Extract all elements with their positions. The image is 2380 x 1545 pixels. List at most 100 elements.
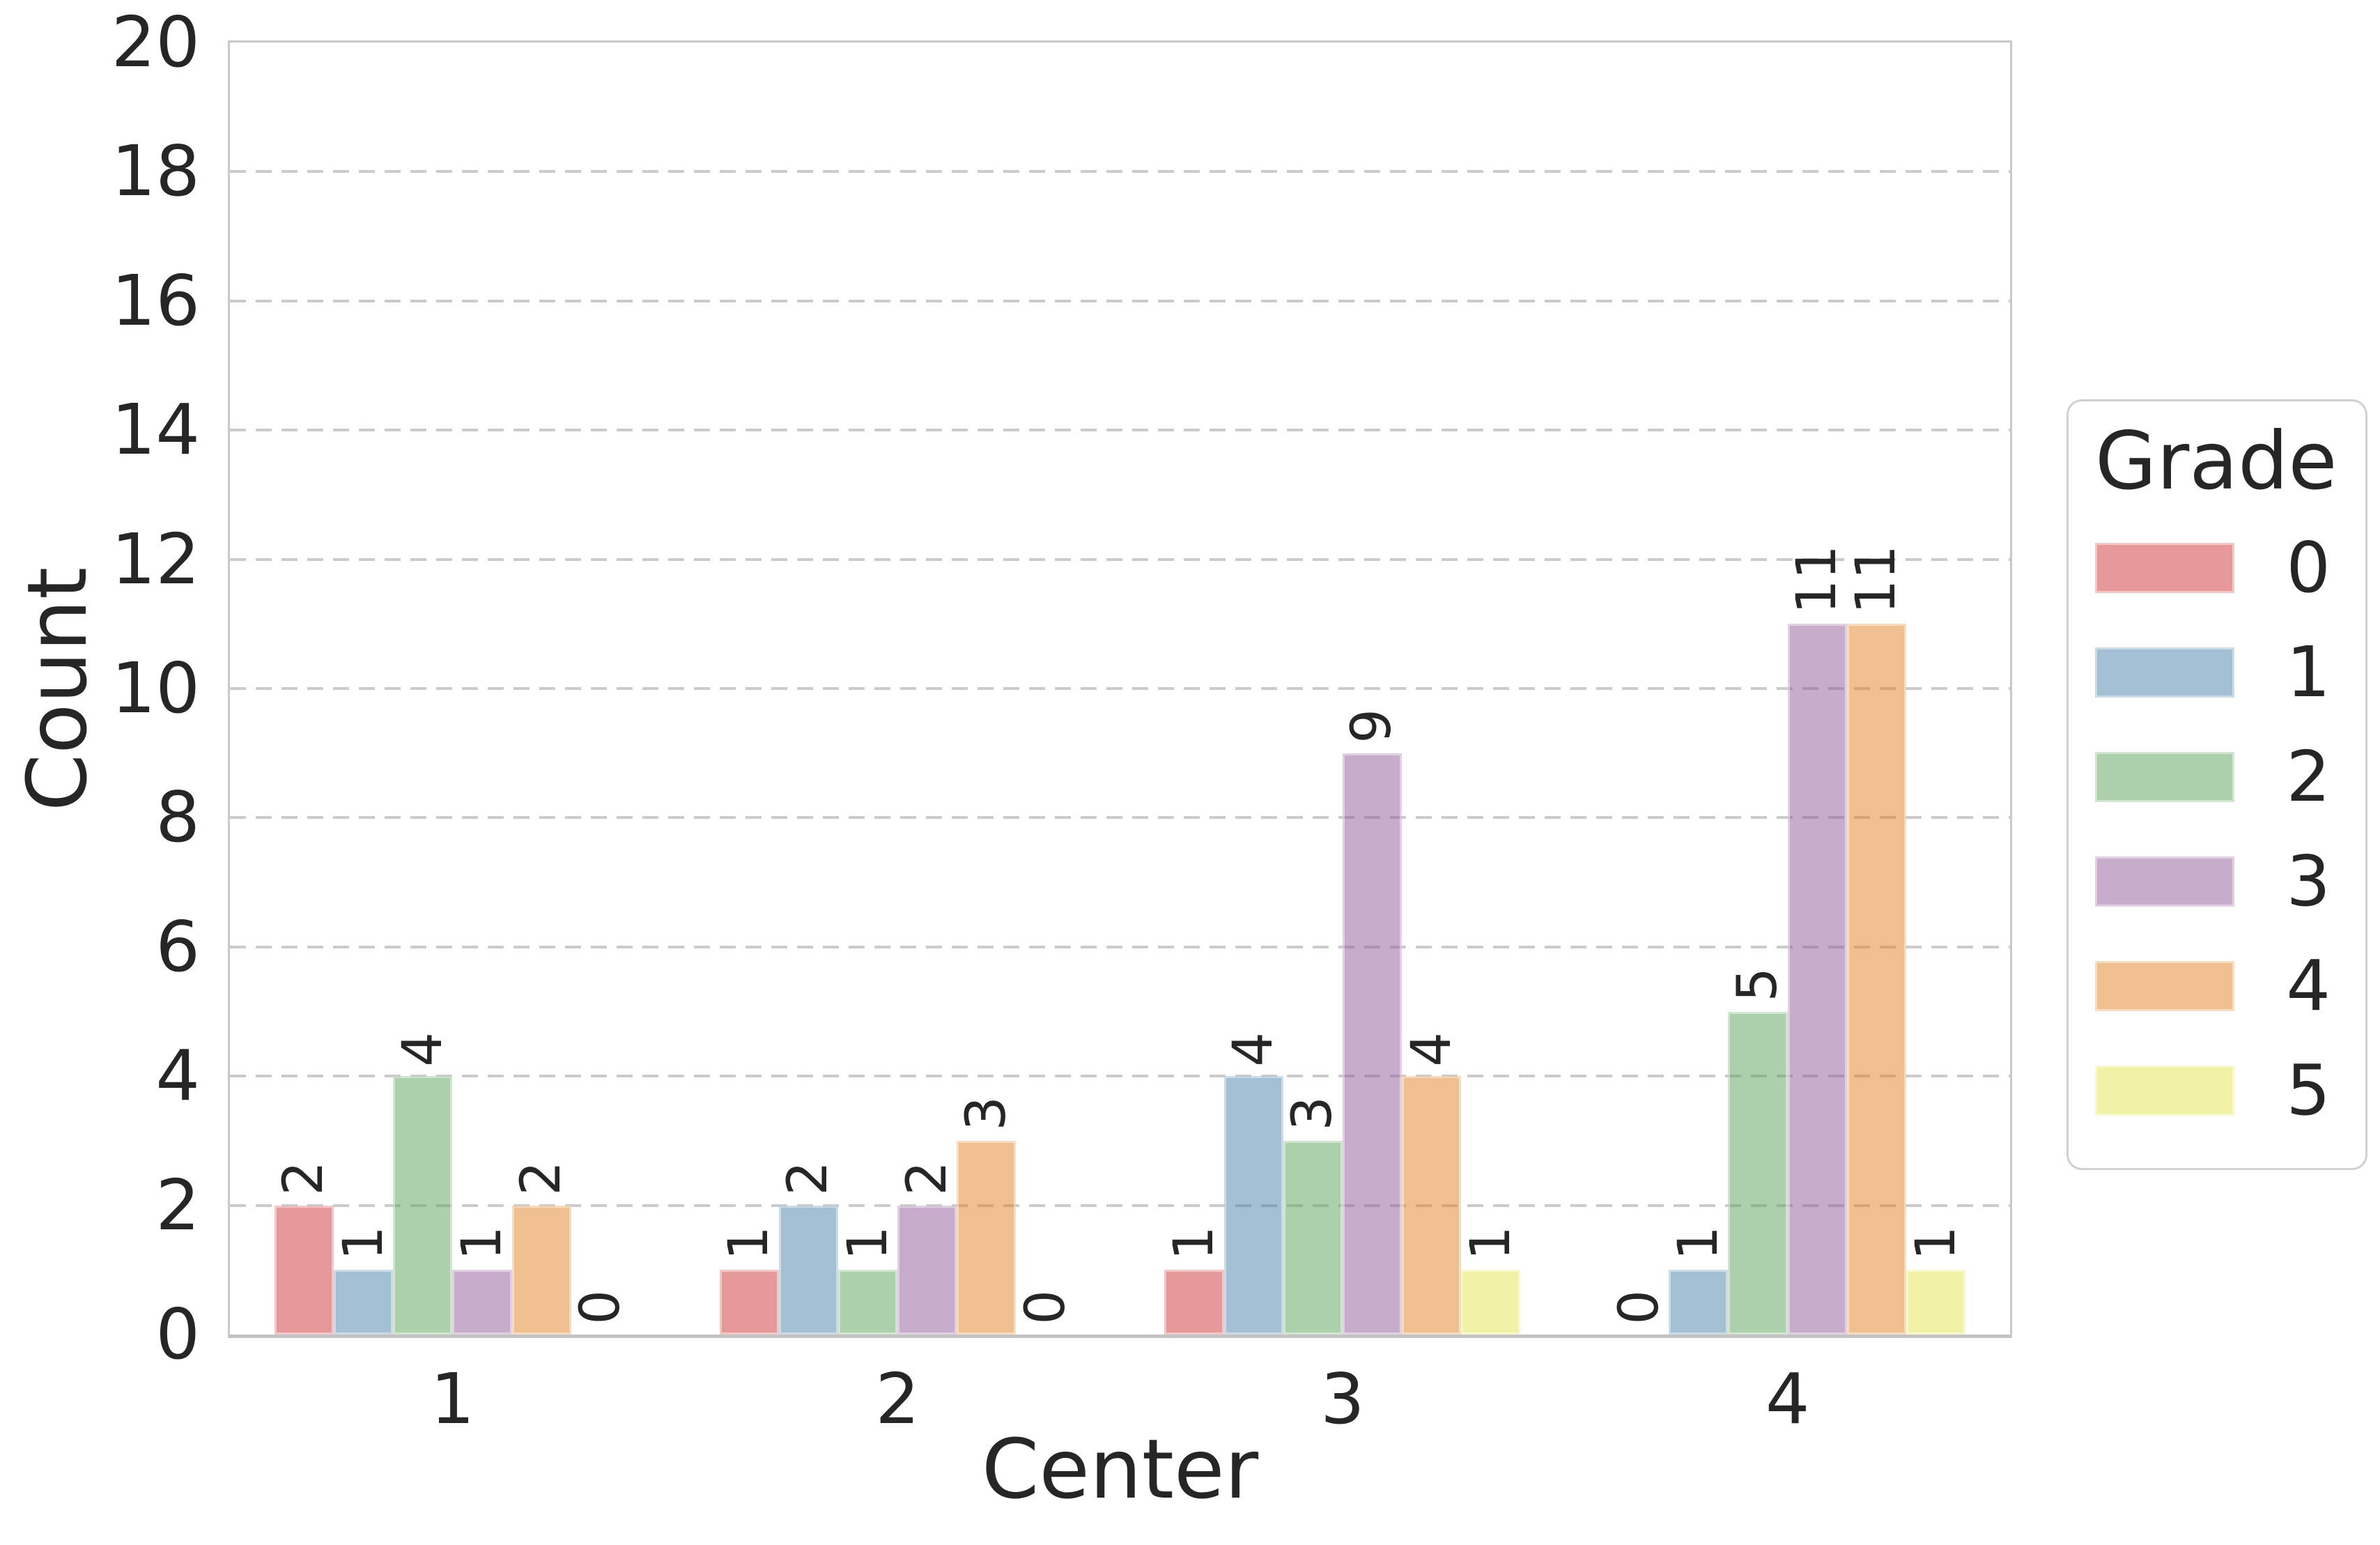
gridline-y-4 bbox=[230, 1075, 2010, 1078]
bar-value-label-center3-grade1: 4 bbox=[1222, 1031, 1285, 1067]
bar-value-label-center2-grade5: 0 bbox=[1014, 1290, 1078, 1325]
bar-center3-grade4 bbox=[1402, 1076, 1462, 1335]
bar-value-label-center4-grade2: 5 bbox=[1726, 967, 1790, 1002]
bar-value-label-center4-grade5: 1 bbox=[1904, 1225, 1968, 1261]
legend-swatch-grade-5 bbox=[2095, 1066, 2234, 1116]
x-tick-label-3: 3 bbox=[1320, 1358, 1365, 1440]
bar-value-label-center2-grade3: 2 bbox=[896, 1161, 959, 1196]
bar-center1-grade1 bbox=[334, 1270, 394, 1335]
bar-value-text: 1 bbox=[1459, 1225, 1522, 1261]
gridline-y-2 bbox=[230, 1204, 2010, 1207]
y-tick-label-14: 14 bbox=[111, 389, 200, 471]
bar-value-text: 9 bbox=[1340, 709, 1404, 744]
y-tick-label-18: 18 bbox=[111, 130, 200, 213]
bar-value-text: 4 bbox=[1222, 1031, 1285, 1067]
bar-center2-grade3 bbox=[897, 1205, 957, 1335]
bar-value-text: 1 bbox=[332, 1225, 395, 1261]
bar-value-text: 11 bbox=[1845, 545, 1908, 615]
bar-value-text: 4 bbox=[391, 1031, 454, 1067]
bar-value-label-center3-grade4: 4 bbox=[1400, 1031, 1463, 1067]
bar-value-label-center2-grade1: 2 bbox=[777, 1160, 840, 1196]
legend-label-grade-5: 5 bbox=[2286, 1050, 2331, 1131]
y-tick-label-2: 2 bbox=[155, 1164, 200, 1246]
bar-value-text: 1 bbox=[1667, 1225, 1730, 1261]
y-tick-label-8: 8 bbox=[155, 776, 200, 859]
legend-label-grade-1: 1 bbox=[2286, 631, 2331, 713]
gridline-y-10 bbox=[230, 687, 2010, 690]
y-tick-label-12: 12 bbox=[111, 518, 200, 600]
gridline-y-6 bbox=[230, 945, 2010, 948]
y-tick-label-20: 20 bbox=[111, 1, 200, 83]
y-tick-label-10: 10 bbox=[111, 647, 200, 729]
bar-center1-grade4 bbox=[511, 1205, 571, 1335]
gridline-y-12 bbox=[230, 558, 2010, 561]
bar-value-text: 1 bbox=[1904, 1225, 1968, 1261]
bar-value-text: 0 bbox=[1014, 1290, 1078, 1325]
legend-row-grade-5: 5 bbox=[2095, 1038, 2331, 1143]
legend: Grade 0 1 2 3 4 5 bbox=[2066, 399, 2367, 1170]
y-axis-label: Count bbox=[9, 567, 105, 812]
bar-value-label-center2-grade2: 1 bbox=[836, 1225, 899, 1261]
bar-value-label-center3-grade5: 1 bbox=[1459, 1225, 1522, 1261]
gridline-y-14 bbox=[230, 429, 2010, 432]
gridline-y-18 bbox=[230, 170, 2010, 174]
bar-value-label-center1-grade3: 1 bbox=[450, 1225, 513, 1261]
bar-value-text: 11 bbox=[1786, 545, 1849, 615]
bar-value-label-center3-grade3: 9 bbox=[1340, 709, 1404, 744]
bar-center4-grade2 bbox=[1728, 1011, 1788, 1335]
bar-value-text: 4 bbox=[1400, 1031, 1463, 1067]
legend-swatch-grade-3 bbox=[2095, 856, 2234, 907]
bar-value-text: 1 bbox=[836, 1225, 899, 1261]
bar-center1-grade0 bbox=[274, 1205, 334, 1335]
bar-center4-grade5 bbox=[1906, 1270, 1966, 1335]
bar-center4-grade4 bbox=[1846, 624, 1906, 1335]
bar-value-label-center1-grade2: 4 bbox=[391, 1031, 454, 1067]
legend-swatch-grade-0 bbox=[2095, 543, 2234, 593]
x-tick-label-1: 1 bbox=[430, 1358, 475, 1440]
bar-value-label-center4-grade3: 11 bbox=[1786, 545, 1849, 615]
bar-value-label-center3-grade0: 1 bbox=[1162, 1225, 1226, 1261]
bar-center2-grade0 bbox=[719, 1270, 779, 1335]
y-tick-label-6: 6 bbox=[155, 905, 200, 987]
legend-label-grade-4: 4 bbox=[2286, 945, 2331, 1027]
bar-value-text: 1 bbox=[1162, 1225, 1226, 1261]
bar-value-text: 1 bbox=[450, 1225, 513, 1261]
gridline-y-8 bbox=[230, 816, 2010, 820]
x-axis-label: Center bbox=[981, 1421, 1259, 1517]
bar-value-label-center3-grade2: 3 bbox=[1281, 1096, 1345, 1131]
bar-value-text: 2 bbox=[777, 1160, 840, 1196]
bar-value-label-center2-grade0: 1 bbox=[718, 1225, 781, 1261]
bar-value-label-center4-grade0: 0 bbox=[1608, 1290, 1671, 1325]
bar-center1-grade2 bbox=[393, 1076, 453, 1335]
legend-entries: 0 1 2 3 4 5 bbox=[2095, 516, 2331, 1143]
legend-row-grade-3: 3 bbox=[2095, 829, 2331, 934]
y-tick-label-16: 16 bbox=[111, 259, 200, 341]
gridline-y-16 bbox=[230, 299, 2010, 302]
bar-value-label-center4-grade1: 1 bbox=[1667, 1225, 1730, 1261]
bar-value-text: 2 bbox=[272, 1160, 336, 1196]
bar-center2-grade2 bbox=[837, 1270, 898, 1335]
x-tick-label-4: 4 bbox=[1765, 1358, 1810, 1440]
bar-value-text: 1 bbox=[718, 1225, 781, 1261]
legend-row-grade-1: 1 bbox=[2095, 620, 2331, 725]
bar-value-text: 0 bbox=[569, 1290, 633, 1325]
bar-center1-grade3 bbox=[452, 1270, 512, 1335]
bar-value-text: 5 bbox=[1726, 967, 1790, 1002]
plot-area: 2 1 4 1 2 0 1 2 1 2 3 0 1 4 3 9 4 1 0 1 5 11 11 1 bbox=[228, 40, 2012, 1338]
legend-swatch-grade-1 bbox=[2095, 647, 2234, 698]
bar-center3-grade5 bbox=[1461, 1270, 1521, 1335]
legend-row-grade-4: 4 bbox=[2095, 934, 2331, 1038]
bar-value-label-center2-grade4: 3 bbox=[955, 1096, 1018, 1131]
bar-center4-grade1 bbox=[1669, 1270, 1729, 1335]
bar-value-text: 3 bbox=[1281, 1096, 1345, 1131]
bar-value-label-center1-grade0: 2 bbox=[272, 1160, 336, 1196]
bar-value-label-center1-grade5: 0 bbox=[569, 1290, 633, 1325]
y-tick-label-4: 4 bbox=[155, 1035, 200, 1117]
legend-title: Grade bbox=[2095, 415, 2338, 507]
bar-center4-grade3 bbox=[1787, 624, 1847, 1335]
legend-label-grade-2: 2 bbox=[2286, 736, 2331, 817]
legend-swatch-grade-2 bbox=[2095, 752, 2234, 802]
legend-row-grade-0: 0 bbox=[2095, 516, 2331, 620]
x-tick-label-2: 2 bbox=[875, 1358, 920, 1440]
bar-center3-grade3 bbox=[1342, 753, 1402, 1335]
